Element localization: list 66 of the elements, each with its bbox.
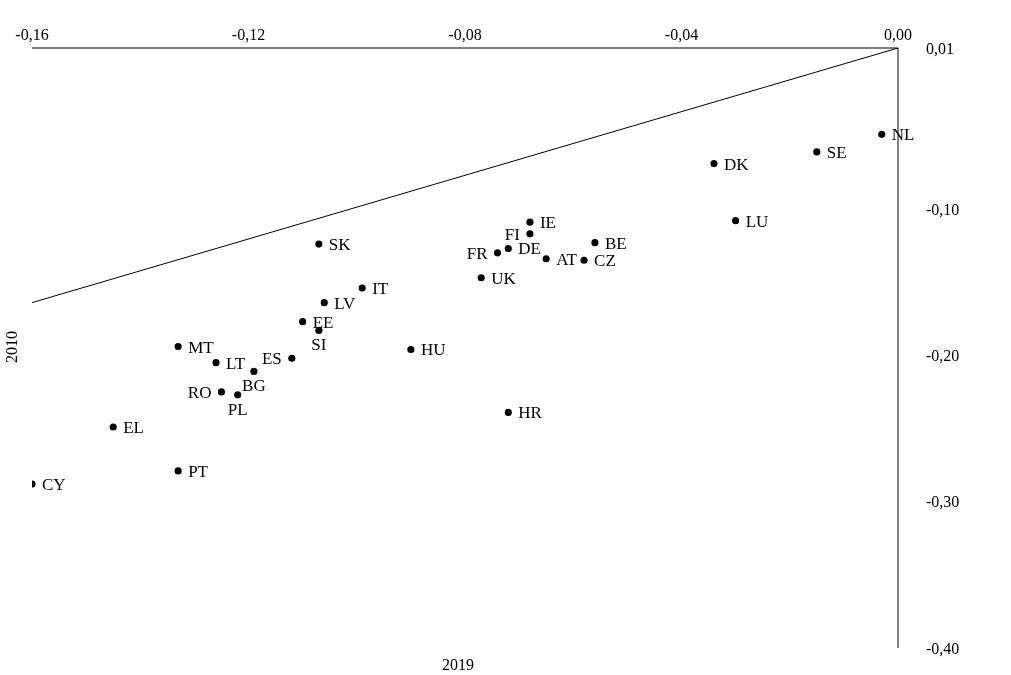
point: [212, 359, 220, 367]
y-tick-label: 0,01: [926, 39, 954, 57]
annotation: AT: [556, 249, 578, 269]
point: [217, 388, 226, 396]
y-tick-label: -0,40: [926, 639, 960, 657]
point: [358, 284, 366, 292]
annotation: PT: [188, 461, 209, 481]
point: [504, 244, 512, 253]
annotation: NL: [891, 125, 915, 145]
point: [109, 423, 117, 431]
annotation: CY: [42, 475, 66, 495]
point: [580, 256, 588, 264]
annotation: IT: [372, 279, 389, 298]
annotation: LV: [334, 293, 357, 313]
point: [542, 255, 550, 263]
y-tick-label: -0,10: [926, 200, 960, 218]
annotation: IE: [539, 213, 556, 233]
annotation: FI: [504, 224, 521, 244]
annotation: BE: [604, 233, 627, 253]
point: [174, 342, 182, 351]
point: [732, 217, 740, 225]
x-tick-label: -0,04: [664, 26, 699, 43]
point: [878, 130, 886, 138]
annotation: LU: [745, 211, 769, 231]
point: [299, 318, 307, 326]
point: [234, 391, 242, 399]
x-tick-label: 0,00: [884, 26, 912, 43]
point: [407, 345, 415, 354]
annotation: SE: [826, 142, 847, 162]
annotation: CZ: [594, 251, 616, 271]
y-tick-label: -0,20: [926, 347, 960, 364]
annotation: UK: [491, 268, 517, 288]
annotation: ES: [261, 349, 282, 369]
annotation: EL: [123, 418, 144, 438]
annotation: EE: [312, 312, 334, 332]
x-tick-label: -0,16: [15, 26, 49, 43]
point: [813, 148, 821, 156]
point: [591, 239, 599, 247]
point: [526, 218, 534, 226]
x-tick-label: -0,12: [231, 26, 266, 43]
y-tick-label: -0,30: [926, 493, 960, 511]
point: [250, 367, 258, 375]
annotation: RO: [187, 382, 212, 402]
annotation: MT: [188, 337, 215, 357]
annotation: HR: [518, 403, 543, 423]
point: [288, 354, 296, 362]
point: [174, 467, 182, 475]
annotation: DK: [723, 154, 750, 174]
point: [710, 160, 718, 168]
annotation: BG: [242, 376, 266, 396]
x-axis-title: 2019: [441, 656, 475, 674]
y-axis-title: 2010: [3, 331, 21, 363]
point: [315, 240, 323, 248]
point: [477, 274, 485, 282]
annotation: FR: [466, 243, 489, 263]
annotation: SI: [311, 335, 327, 355]
point: [493, 249, 502, 257]
annotation: DE: [518, 239, 541, 259]
x-tick-label: -0,08: [448, 26, 482, 43]
point: [504, 408, 512, 416]
point: [526, 230, 534, 238]
point: [320, 299, 328, 307]
annotation: HU: [420, 340, 446, 360]
annotation: LT: [226, 353, 246, 373]
annotation: PL: [227, 399, 248, 419]
annotation: SK: [328, 235, 352, 255]
